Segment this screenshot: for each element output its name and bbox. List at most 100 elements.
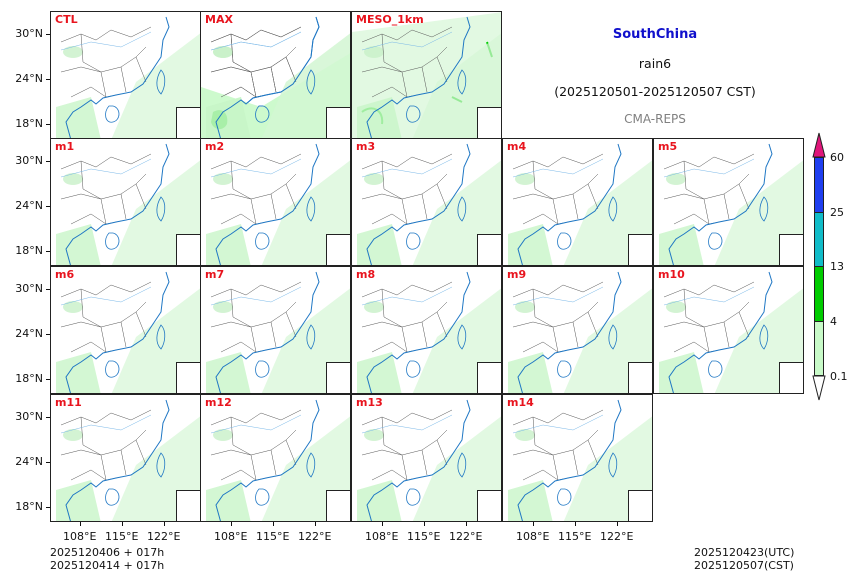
y-tick-mark	[46, 379, 50, 380]
colorbar-segment-25-60	[814, 157, 824, 213]
colorbar-label: 25	[830, 206, 844, 219]
x-tick-label: 115°E	[256, 530, 290, 543]
panel-label: m7	[205, 268, 225, 281]
map-panel-m12: m12	[200, 394, 351, 522]
inset-map	[779, 234, 803, 265]
x-tick-mark	[617, 522, 618, 526]
map-panel-ctl: CTL	[50, 11, 201, 139]
y-tick-mark	[46, 206, 50, 207]
panel-label: m11	[55, 396, 82, 409]
inset-map	[326, 362, 350, 393]
inset-map	[628, 234, 652, 265]
x-tick-label: 115°E	[407, 530, 441, 543]
inset-map	[326, 490, 350, 521]
inset-map	[477, 362, 501, 393]
map-panel-meso-1km: MESO_1km	[351, 11, 502, 139]
inset-map	[176, 107, 200, 138]
inset-map	[477, 107, 501, 138]
x-tick-mark	[533, 522, 534, 526]
y-tick-mark	[46, 251, 50, 252]
y-tick-mark	[46, 289, 50, 290]
x-tick-mark	[122, 522, 123, 526]
colorbar-label: 60	[830, 151, 844, 164]
inset-map	[779, 362, 803, 393]
colorbar-under-arrow-icon	[812, 375, 826, 401]
colorbar-segment-0.1-4	[814, 321, 824, 376]
inset-map	[326, 234, 350, 265]
x-tick-mark	[273, 522, 274, 526]
y-tick-label: 24°N	[15, 327, 43, 340]
panel-label: m5	[658, 140, 678, 153]
panel-label: MESO_1km	[356, 13, 424, 26]
x-tick-label: 108°E	[365, 530, 399, 543]
y-tick-mark	[46, 462, 50, 463]
source-title: CMA-REPS	[624, 112, 686, 126]
x-tick-label: 115°E	[558, 530, 592, 543]
inset-map	[477, 490, 501, 521]
inset-map	[176, 490, 200, 521]
colorbar-label: 13	[830, 260, 844, 273]
panel-label: m9	[507, 268, 527, 281]
y-tick-label: 30°N	[15, 27, 43, 40]
y-tick-label: 18°N	[15, 244, 43, 257]
colorbar-over-arrow-icon	[812, 132, 826, 158]
y-tick-label: 24°N	[15, 199, 43, 212]
y-tick-mark	[46, 124, 50, 125]
panel-label: m2	[205, 140, 225, 153]
map-panel-m9: m9	[502, 266, 653, 394]
variable-title: rain6	[638, 56, 672, 71]
panel-label: m14	[507, 396, 534, 409]
map-panel-m2: m2	[200, 138, 351, 266]
x-tick-mark	[424, 522, 425, 526]
y-tick-label: 18°N	[15, 372, 43, 385]
y-tick-label: 30°N	[15, 154, 43, 167]
x-tick-mark	[80, 522, 81, 526]
map-panel-m5: m5	[653, 138, 804, 266]
y-tick-mark	[46, 334, 50, 335]
inset-map	[628, 490, 652, 521]
map-panel-m4: m4	[502, 138, 653, 266]
x-tick-mark	[466, 522, 467, 526]
map-icon	[201, 12, 350, 138]
panel-label: m6	[55, 268, 75, 281]
x-tick-label: 122°E	[298, 530, 332, 543]
inset-map	[628, 362, 652, 393]
x-tick-mark	[164, 522, 165, 526]
map-panel-m6: m6	[50, 266, 201, 394]
map-icon	[352, 12, 501, 138]
period-title: (2025120501-2025120507 CST)	[554, 84, 756, 99]
x-tick-label: 108°E	[214, 530, 248, 543]
colorbar-label: 4	[830, 315, 837, 328]
valid-time-utc: 2025120423(UTC)	[694, 546, 795, 559]
y-tick-label: 24°N	[15, 455, 43, 468]
x-tick-mark	[231, 522, 232, 526]
inset-map	[176, 234, 200, 265]
init-time-1: 2025120406 + 017h	[50, 546, 165, 559]
x-tick-label: 122°E	[449, 530, 483, 543]
map-panel-m11: m11	[50, 394, 201, 522]
x-tick-mark	[315, 522, 316, 526]
map-panel-m1: m1	[50, 138, 201, 266]
panel-label: m3	[356, 140, 376, 153]
map-panel-max: MAX	[200, 11, 351, 139]
panel-label: m1	[55, 140, 75, 153]
x-tick-label: 115°E	[105, 530, 139, 543]
panel-label: m12	[205, 396, 232, 409]
x-tick-mark	[575, 522, 576, 526]
inset-map	[176, 362, 200, 393]
region-title: SouthChina	[612, 27, 698, 42]
y-tick-label: 18°N	[15, 117, 43, 130]
valid-time-cst: 2025120507(CST)	[694, 559, 794, 572]
panel-label: m13	[356, 396, 383, 409]
panel-label: m4	[507, 140, 527, 153]
y-tick-mark	[46, 161, 50, 162]
init-time-2: 2025120414 + 017h	[50, 559, 165, 572]
panel-label: MAX	[205, 13, 233, 26]
map-panel-m8: m8	[351, 266, 502, 394]
y-tick-mark	[46, 79, 50, 80]
colorbar-segment-13-25	[814, 212, 824, 267]
panel-label: m8	[356, 268, 376, 281]
inset-map	[477, 234, 501, 265]
x-tick-mark	[382, 522, 383, 526]
x-tick-label: 108°E	[63, 530, 97, 543]
